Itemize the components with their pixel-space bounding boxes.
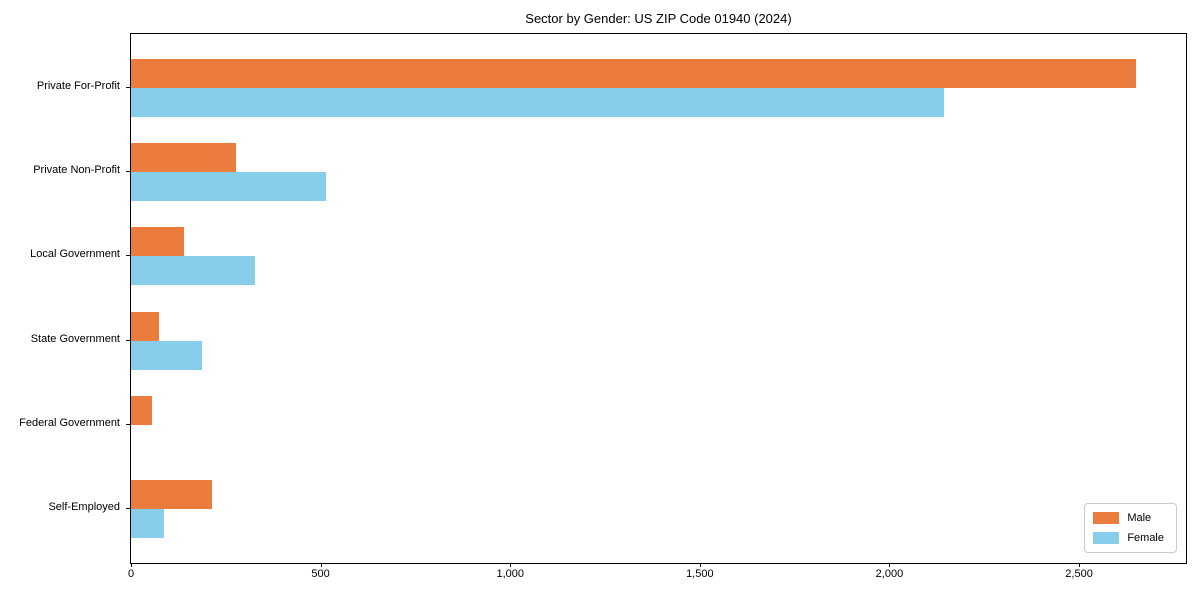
x-tick-label-0: 0 (127, 568, 135, 580)
y-tick-mark (126, 255, 131, 257)
x-tick-mark (889, 563, 891, 567)
bar-female-private-for-profit (131, 88, 944, 117)
legend-swatch-female (1093, 532, 1120, 544)
x-tick-label-2500: 2,500 (1065, 568, 1093, 580)
y-tick-label-state-government: State Government (30, 332, 120, 345)
bar-female-private-non-profit (131, 172, 326, 202)
y-tick-mark (126, 423, 131, 425)
x-tick-mark (320, 563, 322, 567)
legend: Male Female (1084, 503, 1177, 553)
bar-male-private-for-profit (131, 59, 1136, 88)
x-tick-label-2000: 2,000 (875, 568, 904, 580)
y-tick-label-self-employed: Self-Employed (48, 501, 120, 513)
y-tick-label-private-non-profit: Private Non-Profit (33, 164, 120, 177)
plot-area: Male Female (130, 33, 1187, 564)
y-tick-label-federal-government: Federal Government (19, 416, 120, 429)
x-tick-label-500: 500 (311, 568, 330, 580)
y-tick-mark (126, 339, 131, 341)
legend-label-female: Female (1127, 532, 1164, 544)
bar-female-state-government (131, 340, 202, 370)
chart-title: Sector by Gender: US ZIP Code 01940 (202… (525, 11, 792, 26)
x-tick-mark (1079, 563, 1081, 567)
bar-male-local-government (131, 227, 185, 257)
bar-male-federal-government (131, 395, 152, 425)
x-tick-mark (131, 563, 132, 567)
legend-label-male: Male (1127, 512, 1152, 524)
y-tick-mark (126, 171, 131, 173)
y-tick-mark (126, 508, 131, 509)
bar-female-self-employed (131, 509, 164, 538)
y-tick-mark (126, 87, 131, 88)
x-tick-mark (510, 563, 512, 567)
bar-male-state-government (131, 311, 159, 341)
legend-item-male: Male (1093, 510, 1164, 526)
y-tick-label-local-government: Local Government (30, 248, 120, 261)
legend-swatch-male (1093, 512, 1120, 524)
legend-item-female: Female (1093, 530, 1164, 546)
x-tick-mark (699, 563, 701, 567)
bar-male-private-non-profit (131, 143, 236, 173)
y-tick-label-private-for-profit: Private For-Profit (36, 80, 120, 92)
x-tick-label-1500: 1,500 (686, 568, 714, 580)
bar-male-self-employed (131, 480, 212, 509)
bar-female-local-government (131, 256, 255, 286)
x-tick-label-1000: 1,000 (496, 568, 524, 580)
